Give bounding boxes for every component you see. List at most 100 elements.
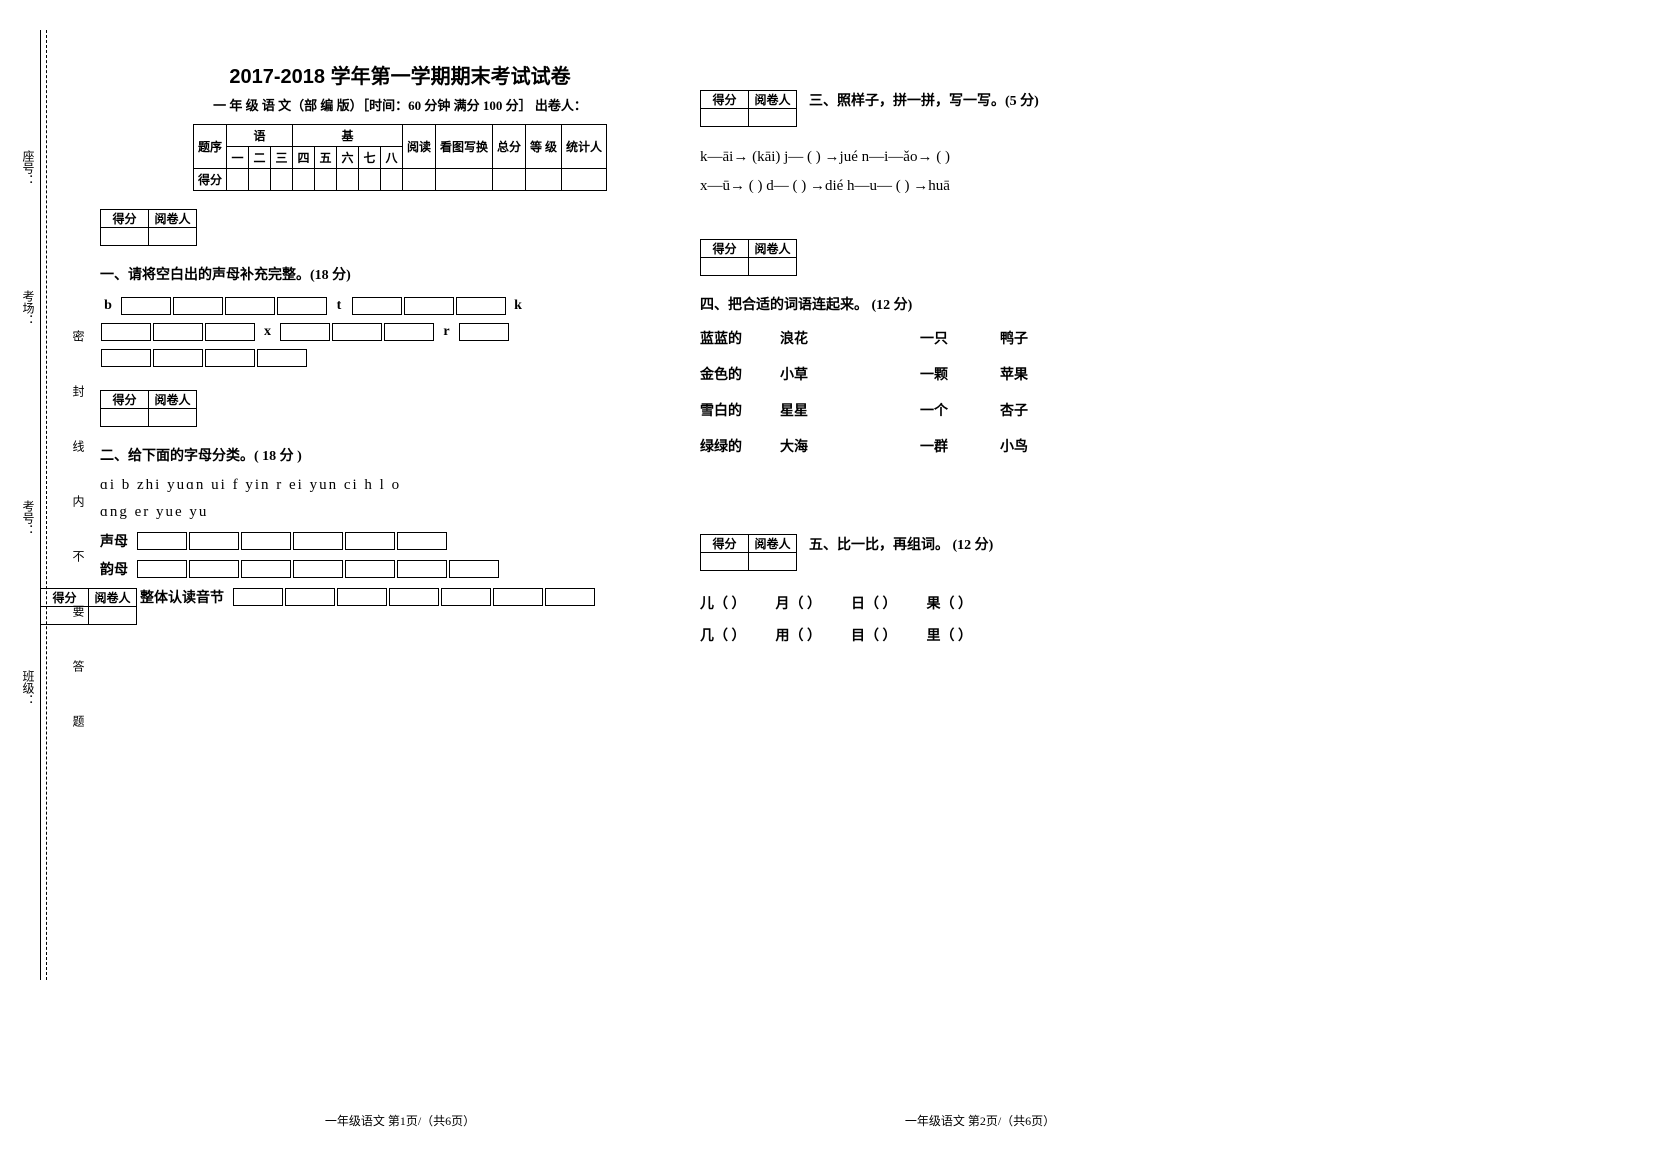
score-label: 得分 (701, 91, 749, 109)
q5-item: 日（ ） (851, 593, 897, 613)
q4-cell: 金色的 (700, 364, 780, 384)
exam-subtitle: 一 年 级 语 文（部 编 版）［时间：60 分钟 满分 100 分］ 出卷人： (100, 95, 700, 114)
blank[interactable] (352, 297, 402, 315)
score-label: 得分 (701, 240, 749, 258)
score-input[interactable] (101, 409, 149, 427)
hdr-ji: 基 (292, 125, 402, 147)
score-box-q2: 得分阅卷人 (100, 390, 197, 427)
blank[interactable] (189, 532, 239, 550)
score-input[interactable] (701, 109, 749, 127)
q1-content: b t k x r (100, 296, 700, 368)
q2-letters-line1: ɑi b zhi yuɑn ui f yin r ei yun ci h l o (100, 477, 700, 494)
q1-t: t (331, 298, 347, 314)
grader-input[interactable] (149, 409, 197, 427)
blank[interactable] (173, 297, 223, 315)
score-cell[interactable] (435, 169, 492, 191)
blank[interactable] (384, 323, 434, 341)
grader-input[interactable] (89, 607, 137, 625)
q5-item: 目（ ） (851, 625, 897, 645)
blank[interactable] (241, 560, 291, 578)
score-cell[interactable] (562, 169, 607, 191)
score-cell[interactable] (493, 169, 526, 191)
blank[interactable] (404, 297, 454, 315)
blank[interactable] (441, 588, 491, 606)
q4-cell: 蓝蓝的 (700, 328, 780, 348)
blank[interactable] (225, 297, 275, 315)
score-input[interactable] (41, 607, 89, 625)
grader-label: 阅卷人 (89, 589, 137, 607)
binding-label-room: 考场： (20, 290, 37, 326)
blank[interactable] (389, 588, 439, 606)
score-input[interactable] (701, 258, 749, 276)
score-cell[interactable] (526, 169, 562, 191)
grader-input[interactable] (749, 553, 797, 571)
hdr-n8: 八 (380, 147, 402, 169)
score-cell[interactable] (336, 169, 358, 191)
grader-input[interactable] (749, 258, 797, 276)
q4-cell: 雪白的 (700, 400, 780, 420)
footer-page1: 一年级语文 第1页/（共6页） (100, 1112, 700, 1129)
q4-cell: 绿绿的 (700, 436, 780, 456)
blank[interactable] (280, 323, 330, 341)
exam-title: 2017-2018 学年第一学期期末考试试卷 (100, 60, 700, 89)
blank[interactable] (101, 323, 151, 341)
blank[interactable] (233, 588, 283, 606)
q4-cell: 浪花 (780, 328, 860, 348)
blank[interactable] (153, 349, 203, 367)
blank[interactable] (337, 588, 387, 606)
blank[interactable] (241, 532, 291, 550)
hdr-tongji: 统计人 (562, 125, 607, 169)
q5-title: 五、比一比，再组词。 (12 分) (809, 534, 993, 554)
blank[interactable] (397, 532, 447, 550)
blank[interactable] (459, 323, 509, 341)
blank[interactable] (137, 560, 187, 578)
blank[interactable] (332, 323, 382, 341)
blank[interactable] (257, 349, 307, 367)
blank[interactable] (121, 297, 171, 315)
blank[interactable] (153, 323, 203, 341)
score-cell[interactable] (270, 169, 292, 191)
score-cell[interactable] (292, 169, 314, 191)
blank[interactable] (189, 560, 239, 578)
score-cell[interactable] (226, 169, 248, 191)
grader-input[interactable] (149, 228, 197, 246)
q5-row1: 儿（ ） 月（ ） 日（ ） 果（ ） (700, 593, 1260, 613)
blank[interactable] (285, 588, 335, 606)
score-box-q1: 得分阅卷人 (100, 209, 197, 246)
blank[interactable] (205, 349, 255, 367)
score-cell[interactable] (248, 169, 270, 191)
blank[interactable] (456, 297, 506, 315)
score-cell[interactable] (380, 169, 402, 191)
q4-cell: 一群 (920, 436, 1000, 456)
score-cell[interactable] (358, 169, 380, 191)
blank[interactable] (293, 560, 343, 578)
q4-cell: 小鸟 (1000, 436, 1080, 456)
blank[interactable] (545, 588, 595, 606)
score-cell[interactable] (314, 169, 336, 191)
score-cell[interactable] (402, 169, 435, 191)
q2-title: 二、给下面的字母分类。( 18 分 ) (100, 445, 700, 465)
blank[interactable] (397, 560, 447, 578)
blank[interactable] (345, 560, 395, 578)
score-input[interactable] (701, 553, 749, 571)
page-2: 得分阅卷人 三、照样子，拼一拼，写一写。(5 分) k—āi→ (kāi) j—… (700, 60, 1260, 657)
q2-letters-line2: ɑng er yue yu (100, 504, 700, 521)
blank[interactable] (205, 323, 255, 341)
hdr-n7: 七 (358, 147, 380, 169)
blank[interactable] (277, 297, 327, 315)
score-input[interactable] (101, 228, 149, 246)
blank[interactable] (101, 349, 151, 367)
binding-label-class: 班级： (20, 670, 37, 706)
blank[interactable] (293, 532, 343, 550)
q4-cell: 苹果 (1000, 364, 1080, 384)
blank[interactable] (493, 588, 543, 606)
binding-solid-line (40, 30, 41, 980)
blank[interactable] (137, 532, 187, 550)
q4-cell: 一只 (920, 328, 1000, 348)
grader-label: 阅卷人 (749, 240, 797, 258)
grader-input[interactable] (749, 109, 797, 127)
q2-yunmu: 韵母 (100, 559, 128, 579)
blank[interactable] (449, 560, 499, 578)
blank[interactable] (345, 532, 395, 550)
grader-label: 阅卷人 (749, 535, 797, 553)
